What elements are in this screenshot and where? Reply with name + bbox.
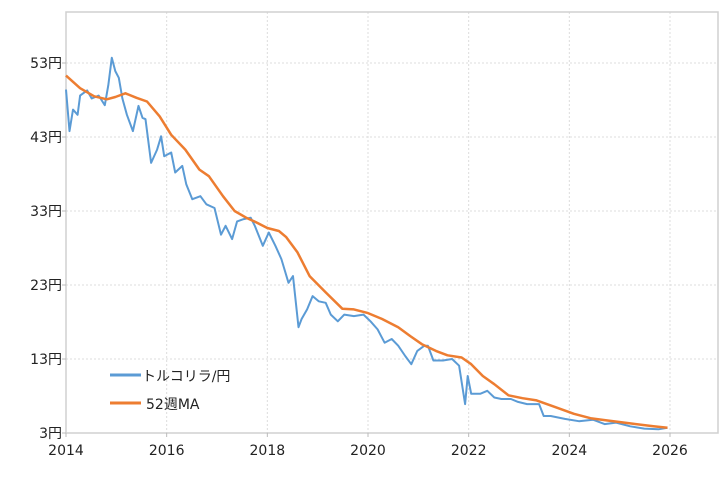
y-axis: 3円 13円 23円 33円 43円 53円 — [30, 56, 66, 442]
y-tick-label: 53円 — [30, 56, 62, 72]
y-tick-label: 23円 — [30, 278, 62, 294]
legend-label-series-0: トルコリラ/円 — [142, 369, 230, 385]
x-tick-label: 2026 — [652, 443, 688, 459]
x-tick-label: 2018 — [250, 443, 286, 459]
x-tick-label: 2014 — [48, 443, 84, 459]
x-tick-label: 2020 — [350, 443, 386, 459]
y-tick-label: 13円 — [30, 352, 62, 368]
x-axis: 2014 2016 2018 2020 2022 2024 2026 — [48, 433, 688, 459]
legend: トルコリラ/円 52週MA — [110, 369, 230, 413]
x-tick-label: 2024 — [552, 443, 588, 459]
y-tick-label: 43円 — [30, 130, 62, 146]
x-tick-label: 2016 — [149, 443, 185, 459]
y-tick-label: 33円 — [30, 204, 62, 220]
x-tick-label: 2022 — [451, 443, 487, 459]
y-tick-label: 3円 — [39, 426, 62, 442]
legend-label-series-1: 52週MA — [146, 397, 200, 413]
